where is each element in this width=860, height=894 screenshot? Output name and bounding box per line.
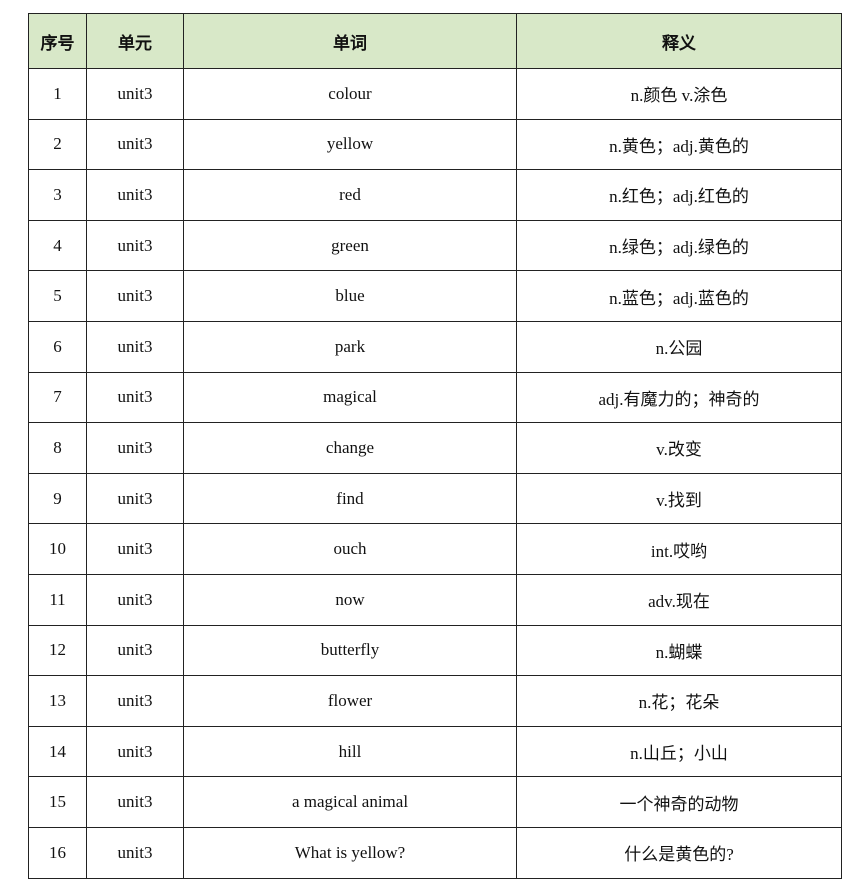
cell-meaning: n.公园 bbox=[516, 320, 842, 373]
cell-meaning: v.找到 bbox=[516, 472, 842, 525]
table-row: 16 unit3 What is yellow? 什么是黄色的? bbox=[28, 826, 842, 879]
cell-no: 3 bbox=[28, 169, 87, 221]
cell-unit: unit3 bbox=[86, 624, 184, 677]
vocabulary-table: 序号 单元 单词 释义 1 unit3 colour n.颜色 v.涂色 2 u… bbox=[28, 13, 842, 879]
cell-no: 6 bbox=[28, 320, 87, 373]
table-row: 9 unit3 find v.找到 bbox=[28, 472, 842, 525]
cell-unit: unit3 bbox=[86, 422, 184, 474]
table-row: 6 unit3 park n.公园 bbox=[28, 320, 842, 373]
cell-meaning: n.山丘；小山 bbox=[516, 725, 842, 778]
cell-no: 13 bbox=[28, 675, 87, 727]
header-word: 单词 bbox=[183, 13, 517, 69]
cell-word: park bbox=[183, 320, 517, 373]
cell-word: ouch bbox=[183, 523, 517, 575]
cell-word: colour bbox=[183, 68, 517, 120]
table-row: 7 unit3 magical adj.有魔力的；神奇的 bbox=[28, 371, 842, 424]
table-row: 8 unit3 change v.改变 bbox=[28, 422, 842, 474]
cell-no: 8 bbox=[28, 422, 87, 474]
header-unit: 单元 bbox=[86, 13, 184, 69]
cell-no: 14 bbox=[28, 725, 87, 778]
cell-unit: unit3 bbox=[86, 776, 184, 828]
cell-no: 4 bbox=[28, 219, 87, 272]
table-header: 序号 单元 单词 释义 bbox=[28, 13, 842, 69]
cell-meaning: 一个神奇的动物 bbox=[516, 776, 842, 828]
cell-meaning: n.黄色；adj.黄色的 bbox=[516, 118, 842, 171]
cell-no: 11 bbox=[28, 573, 87, 626]
cell-no: 7 bbox=[28, 371, 87, 424]
cell-word: red bbox=[183, 169, 517, 221]
header-row: 序号 单元 单词 释义 bbox=[28, 13, 842, 69]
cell-unit: unit3 bbox=[86, 371, 184, 424]
cell-no: 10 bbox=[28, 523, 87, 575]
cell-word: blue bbox=[183, 270, 517, 322]
cell-word: find bbox=[183, 472, 517, 525]
cell-word: magical bbox=[183, 371, 517, 424]
cell-word: butterfly bbox=[183, 624, 517, 677]
cell-no: 2 bbox=[28, 118, 87, 171]
cell-unit: unit3 bbox=[86, 573, 184, 626]
header-no: 序号 bbox=[28, 13, 87, 69]
cell-unit: unit3 bbox=[86, 675, 184, 727]
cell-word: What is yellow? bbox=[183, 826, 517, 879]
cell-unit: unit3 bbox=[86, 472, 184, 525]
cell-no: 16 bbox=[28, 826, 87, 879]
cell-meaning: n.颜色 v.涂色 bbox=[516, 68, 842, 120]
cell-no: 9 bbox=[28, 472, 87, 525]
table-row: 12 unit3 butterfly n.蝴蝶 bbox=[28, 624, 842, 677]
cell-unit: unit3 bbox=[86, 320, 184, 373]
table-row: 5 unit3 blue n.蓝色；adj.蓝色的 bbox=[28, 270, 842, 322]
cell-meaning: adj.有魔力的；神奇的 bbox=[516, 371, 842, 424]
table-row: 14 unit3 hill n.山丘；小山 bbox=[28, 725, 842, 778]
cell-meaning: n.蓝色；adj.蓝色的 bbox=[516, 270, 842, 322]
cell-meaning: n.绿色；adj.绿色的 bbox=[516, 219, 842, 272]
table-row: 11 unit3 now adv.现在 bbox=[28, 573, 842, 626]
cell-no: 15 bbox=[28, 776, 87, 828]
cell-word: now bbox=[183, 573, 517, 626]
cell-unit: unit3 bbox=[86, 523, 184, 575]
cell-meaning: adv.现在 bbox=[516, 573, 842, 626]
cell-unit: unit3 bbox=[86, 826, 184, 879]
cell-meaning: n.红色；adj.红色的 bbox=[516, 169, 842, 221]
cell-word: yellow bbox=[183, 118, 517, 171]
cell-no: 1 bbox=[28, 68, 87, 120]
table-row: 3 unit3 red n.红色；adj.红色的 bbox=[28, 169, 842, 221]
header-meaning: 释义 bbox=[516, 13, 842, 69]
cell-unit: unit3 bbox=[86, 219, 184, 272]
cell-meaning: 什么是黄色的? bbox=[516, 826, 842, 879]
cell-meaning: n.花；花朵 bbox=[516, 675, 842, 727]
cell-unit: unit3 bbox=[86, 725, 184, 778]
cell-word: hill bbox=[183, 725, 517, 778]
cell-meaning: v.改变 bbox=[516, 422, 842, 474]
cell-word: flower bbox=[183, 675, 517, 727]
cell-unit: unit3 bbox=[86, 270, 184, 322]
table-row: 13 unit3 flower n.花；花朵 bbox=[28, 675, 842, 727]
cell-unit: unit3 bbox=[86, 169, 184, 221]
cell-word: change bbox=[183, 422, 517, 474]
cell-unit: unit3 bbox=[86, 68, 184, 120]
cell-no: 12 bbox=[28, 624, 87, 677]
cell-meaning: int.哎哟 bbox=[516, 523, 842, 575]
cell-meaning: n.蝴蝶 bbox=[516, 624, 842, 677]
table-row: 1 unit3 colour n.颜色 v.涂色 bbox=[28, 68, 842, 120]
cell-word: a magical animal bbox=[183, 776, 517, 828]
table-body: 1 unit3 colour n.颜色 v.涂色 2 unit3 yellow … bbox=[28, 68, 842, 879]
table-row: 15 unit3 a magical animal 一个神奇的动物 bbox=[28, 776, 842, 828]
table-row: 10 unit3 ouch int.哎哟 bbox=[28, 523, 842, 575]
cell-no: 5 bbox=[28, 270, 87, 322]
cell-unit: unit3 bbox=[86, 118, 184, 171]
table-row: 2 unit3 yellow n.黄色；adj.黄色的 bbox=[28, 118, 842, 171]
cell-word: green bbox=[183, 219, 517, 272]
table-row: 4 unit3 green n.绿色；adj.绿色的 bbox=[28, 219, 842, 272]
